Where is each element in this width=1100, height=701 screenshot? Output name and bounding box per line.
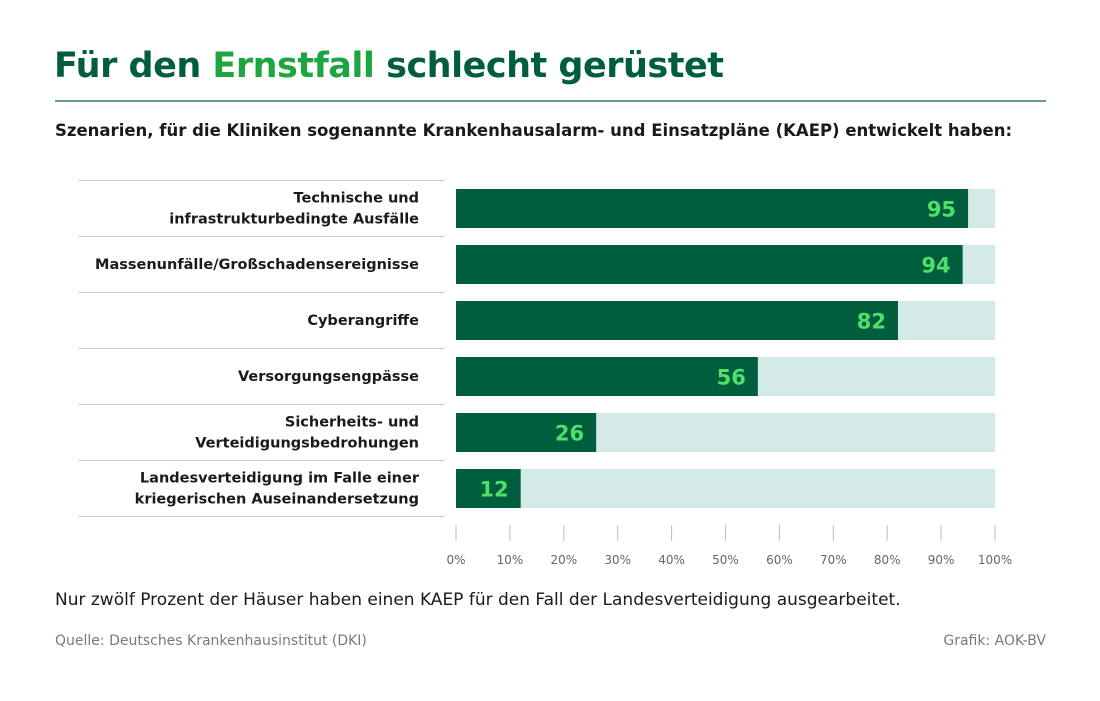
x-tick-label: 90% [928,553,955,567]
category-label: Landesverteidigung im Falle einer krieger… [135,471,420,508]
category-label-line: kriegerischen Auseinandersetzung [135,492,419,508]
category-label-line: Cyberangriffe [307,313,419,329]
source: Quelle: Deutsches Krankenhausinstitut (D… [55,633,367,649]
x-tick-label: 20% [550,553,577,567]
x-tick-label: 50% [712,553,739,567]
title-part: schlecht gerüstet [374,46,724,86]
x-tick-label: 10% [497,553,524,567]
category-label: Sicherheits- und Verteidigungsbedrohungen [195,415,419,452]
title-highlight: Ernstfall [212,46,375,86]
bar [456,301,898,340]
bar [456,357,758,396]
category-label-line: Massenunfälle/Großschadensereignisse [95,257,419,273]
value-label: 94 [921,254,950,278]
category-label-line: Verteidigungsbedrohungen [195,436,419,452]
credit: Grafik: AOK-BV [943,633,1046,649]
value-label: 12 [479,478,508,502]
value-label: 95 [927,198,956,222]
x-tick-label: 0% [446,553,465,567]
x-tick-label: 40% [658,553,685,567]
bar [456,413,597,452]
bar [456,189,969,228]
x-tick-label: 30% [604,553,631,567]
category-label-line: infrastrukturbedingte Ausfälle [169,212,419,228]
category-label-line: Technische und [294,191,419,207]
x-tick-label: 80% [874,553,901,567]
category-label-line: Versorgungsengpässe [238,369,419,385]
x-tick-label: 100% [978,553,1012,567]
category-label: Massenunfälle/Großschadensereignisse [95,257,419,273]
x-tick-label: 70% [820,553,847,567]
category-label: Cyberangriffe [307,313,419,329]
footnote: Nur zwölf Prozent der Häuser haben einen… [55,590,901,610]
category-label: Versorgungsengpässe [238,369,419,385]
page-title: Für den Ernstfall schlecht gerüstet [54,46,724,86]
title-part: Für den [54,46,213,86]
category-label-line: Landesverteidigung im Falle einer [140,471,420,487]
x-tick-label: 60% [766,553,793,567]
subtitle: Szenarien, für die Kliniken sogenannte K… [55,121,1013,140]
value-label: 56 [717,366,746,390]
bar [456,469,521,508]
bar-track [456,469,995,508]
value-label: 26 [555,422,584,446]
value-label: 82 [857,310,886,334]
category-label-line: Sicherheits- und [285,415,419,431]
bar [456,245,963,284]
title-divider [55,100,1046,102]
category-label: Technische und infrastrukturbedingte Ausf… [169,191,419,228]
